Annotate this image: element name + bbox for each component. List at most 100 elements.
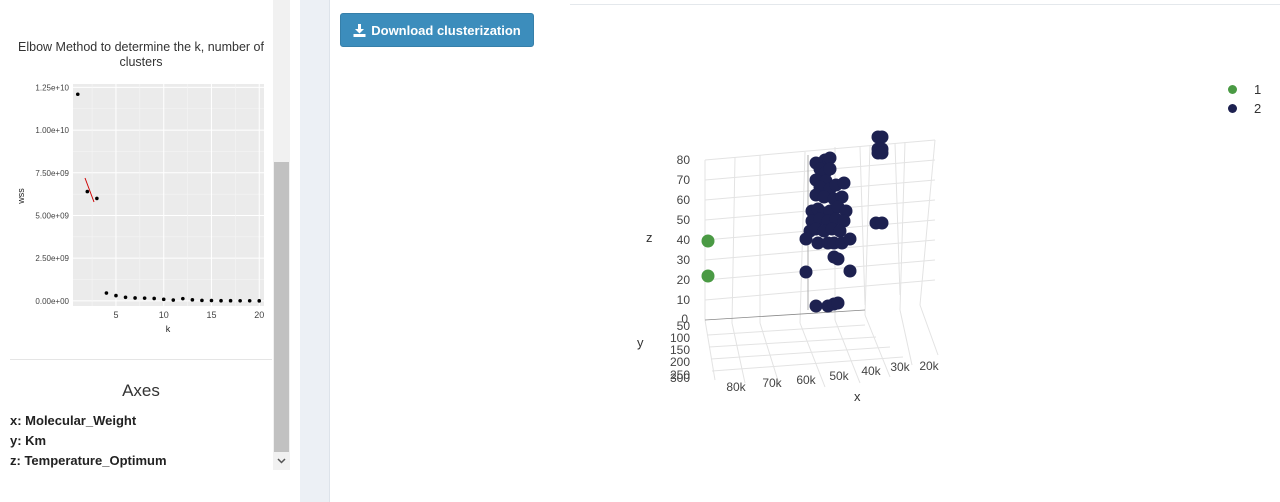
elbow-point [209,298,214,303]
elbow-point [171,298,176,302]
download-clusterization-button[interactable]: Download clusterization [340,13,534,47]
legend-item-1[interactable]: 1 [1228,80,1261,99]
y-tick: 50 [677,319,691,333]
cluster-2-point [823,162,837,176]
y-tick: 250 [670,368,690,382]
z-tick: 0 [681,312,688,326]
elbow-point [114,293,118,298]
x-tick: 60k [796,373,816,387]
y-ticks: 50 100 150 200 250 300 [670,319,690,385]
elbow-point [181,296,185,301]
y-tick: 100 [670,331,690,345]
download-button-label: Download clusterization [371,22,521,38]
cluster-2-point [837,176,851,190]
legend-item-2[interactable]: 2 [1228,99,1261,118]
elbow-point [257,299,262,303]
cluster-1-point [701,234,715,248]
elbow-x-tick-label: 5 [113,310,118,320]
x-tick: 80k [726,380,746,394]
elbow-chart-title: Elbow Method to determine the k, number … [18,40,264,69]
x-tick: 70k [762,376,782,390]
elbow-point [133,296,137,300]
cluster-2-point [809,299,823,313]
elbow-y-tick-label: 0.00e+00 [35,297,69,306]
elbow-red-segment [84,177,95,203]
elbow-point [200,298,204,303]
z-tick: 10 [677,293,691,307]
cluster-2-point [875,146,889,160]
cluster-2-point [843,232,857,246]
z-tick: 20 [677,273,691,287]
elbow-x-tick-label: 10 [159,310,169,320]
x-tick: 20k [919,359,939,373]
cluster-2-point [835,190,849,204]
legend-marker [1228,85,1237,94]
plot-panel [73,84,264,306]
axis-z-label: z: Temperature_Optimum [10,453,167,468]
sidebar-scrollbar[interactable] [273,0,290,470]
elbow-y-tick-label: 2.50e+09 [35,254,69,263]
legend-marker [1228,104,1237,113]
elbow-y-tick-label: 5.00e+09 [35,211,69,220]
y-axis-title: y [637,335,644,350]
sidebar: Elbow Method to determine the k, number … [0,0,290,502]
legend-label: 1 [1254,82,1262,97]
gutter [290,0,300,502]
z-tick: 40 [677,233,691,247]
cluster-2-point [817,190,831,204]
cluster-points [701,130,889,313]
elbow-point [123,295,128,300]
elbow-point [95,196,99,201]
elbow-y-tick-label: 1.00e+10 [35,126,69,135]
cluster-2-point [831,296,845,310]
cluster-2-point [799,265,813,279]
elbow-point [238,298,242,303]
elbow-chart: 0.00e+00 2.50e+09 5.00e+09 7.50e+09 1.00e+10… [16,83,264,334]
cluster-2-point [799,232,813,246]
y-tick: 150 [670,343,690,357]
z-tick: 30 [677,253,691,267]
cluster-2-point [875,216,889,230]
y-tick: 200 [670,355,690,369]
x-tick: 50k [829,369,849,383]
scroll-down-arrow-icon[interactable] [273,452,290,469]
z-tick: 60 [677,193,691,207]
download-icon [353,23,366,37]
x-tick: 40k [861,364,881,378]
elbow-point [152,296,156,301]
elbow-point [85,189,90,194]
plot-legend: 1 2 [1228,80,1261,118]
x-axis-title: x [854,389,861,404]
z-tick: 50 [677,213,691,227]
axis-line [704,309,866,321]
cluster-1-point [701,269,715,283]
axes-heading: Axes [122,381,160,400]
z-tick: 70 [677,173,691,187]
sidebar-content: Elbow Method to determine the k, number … [0,0,273,470]
elbow-point [75,92,80,97]
elbow-y-tick-label: 7.50e+09 [35,169,69,178]
scroll-thumb[interactable] [274,162,289,452]
elbow-point [219,298,223,303]
z-ticks: 80 70 60 50 40 30 20 10 0 [677,153,691,326]
cluster-2-point [839,204,853,218]
axis-x-label: x: Molecular_Weight [10,413,137,428]
elbow-point [228,298,233,303]
content-wrapper-edge [300,0,330,502]
elbow-point [161,297,166,302]
cluster-2-point [831,252,845,266]
scatter3d-plot[interactable]: 80 70 60 50 40 30 20 10 0 z 50 100 150 2… [620,125,1000,415]
z-axis-title: z [646,230,653,245]
cluster-2-point [843,264,857,278]
cluster-2-point [823,151,837,165]
cluster-2-point [875,130,889,144]
elbow-point [247,299,252,303]
elbow-x-tick-label: 15 [206,310,216,320]
elbow-point [104,291,109,295]
y-tick: 300 [670,371,690,385]
z-tick: 80 [677,153,691,167]
cluster-2-point [833,224,847,238]
axis-y-label: y: Km [10,433,47,448]
legend-label: 2 [1254,101,1262,116]
elbow-x-tick-label: 20 [254,310,264,320]
